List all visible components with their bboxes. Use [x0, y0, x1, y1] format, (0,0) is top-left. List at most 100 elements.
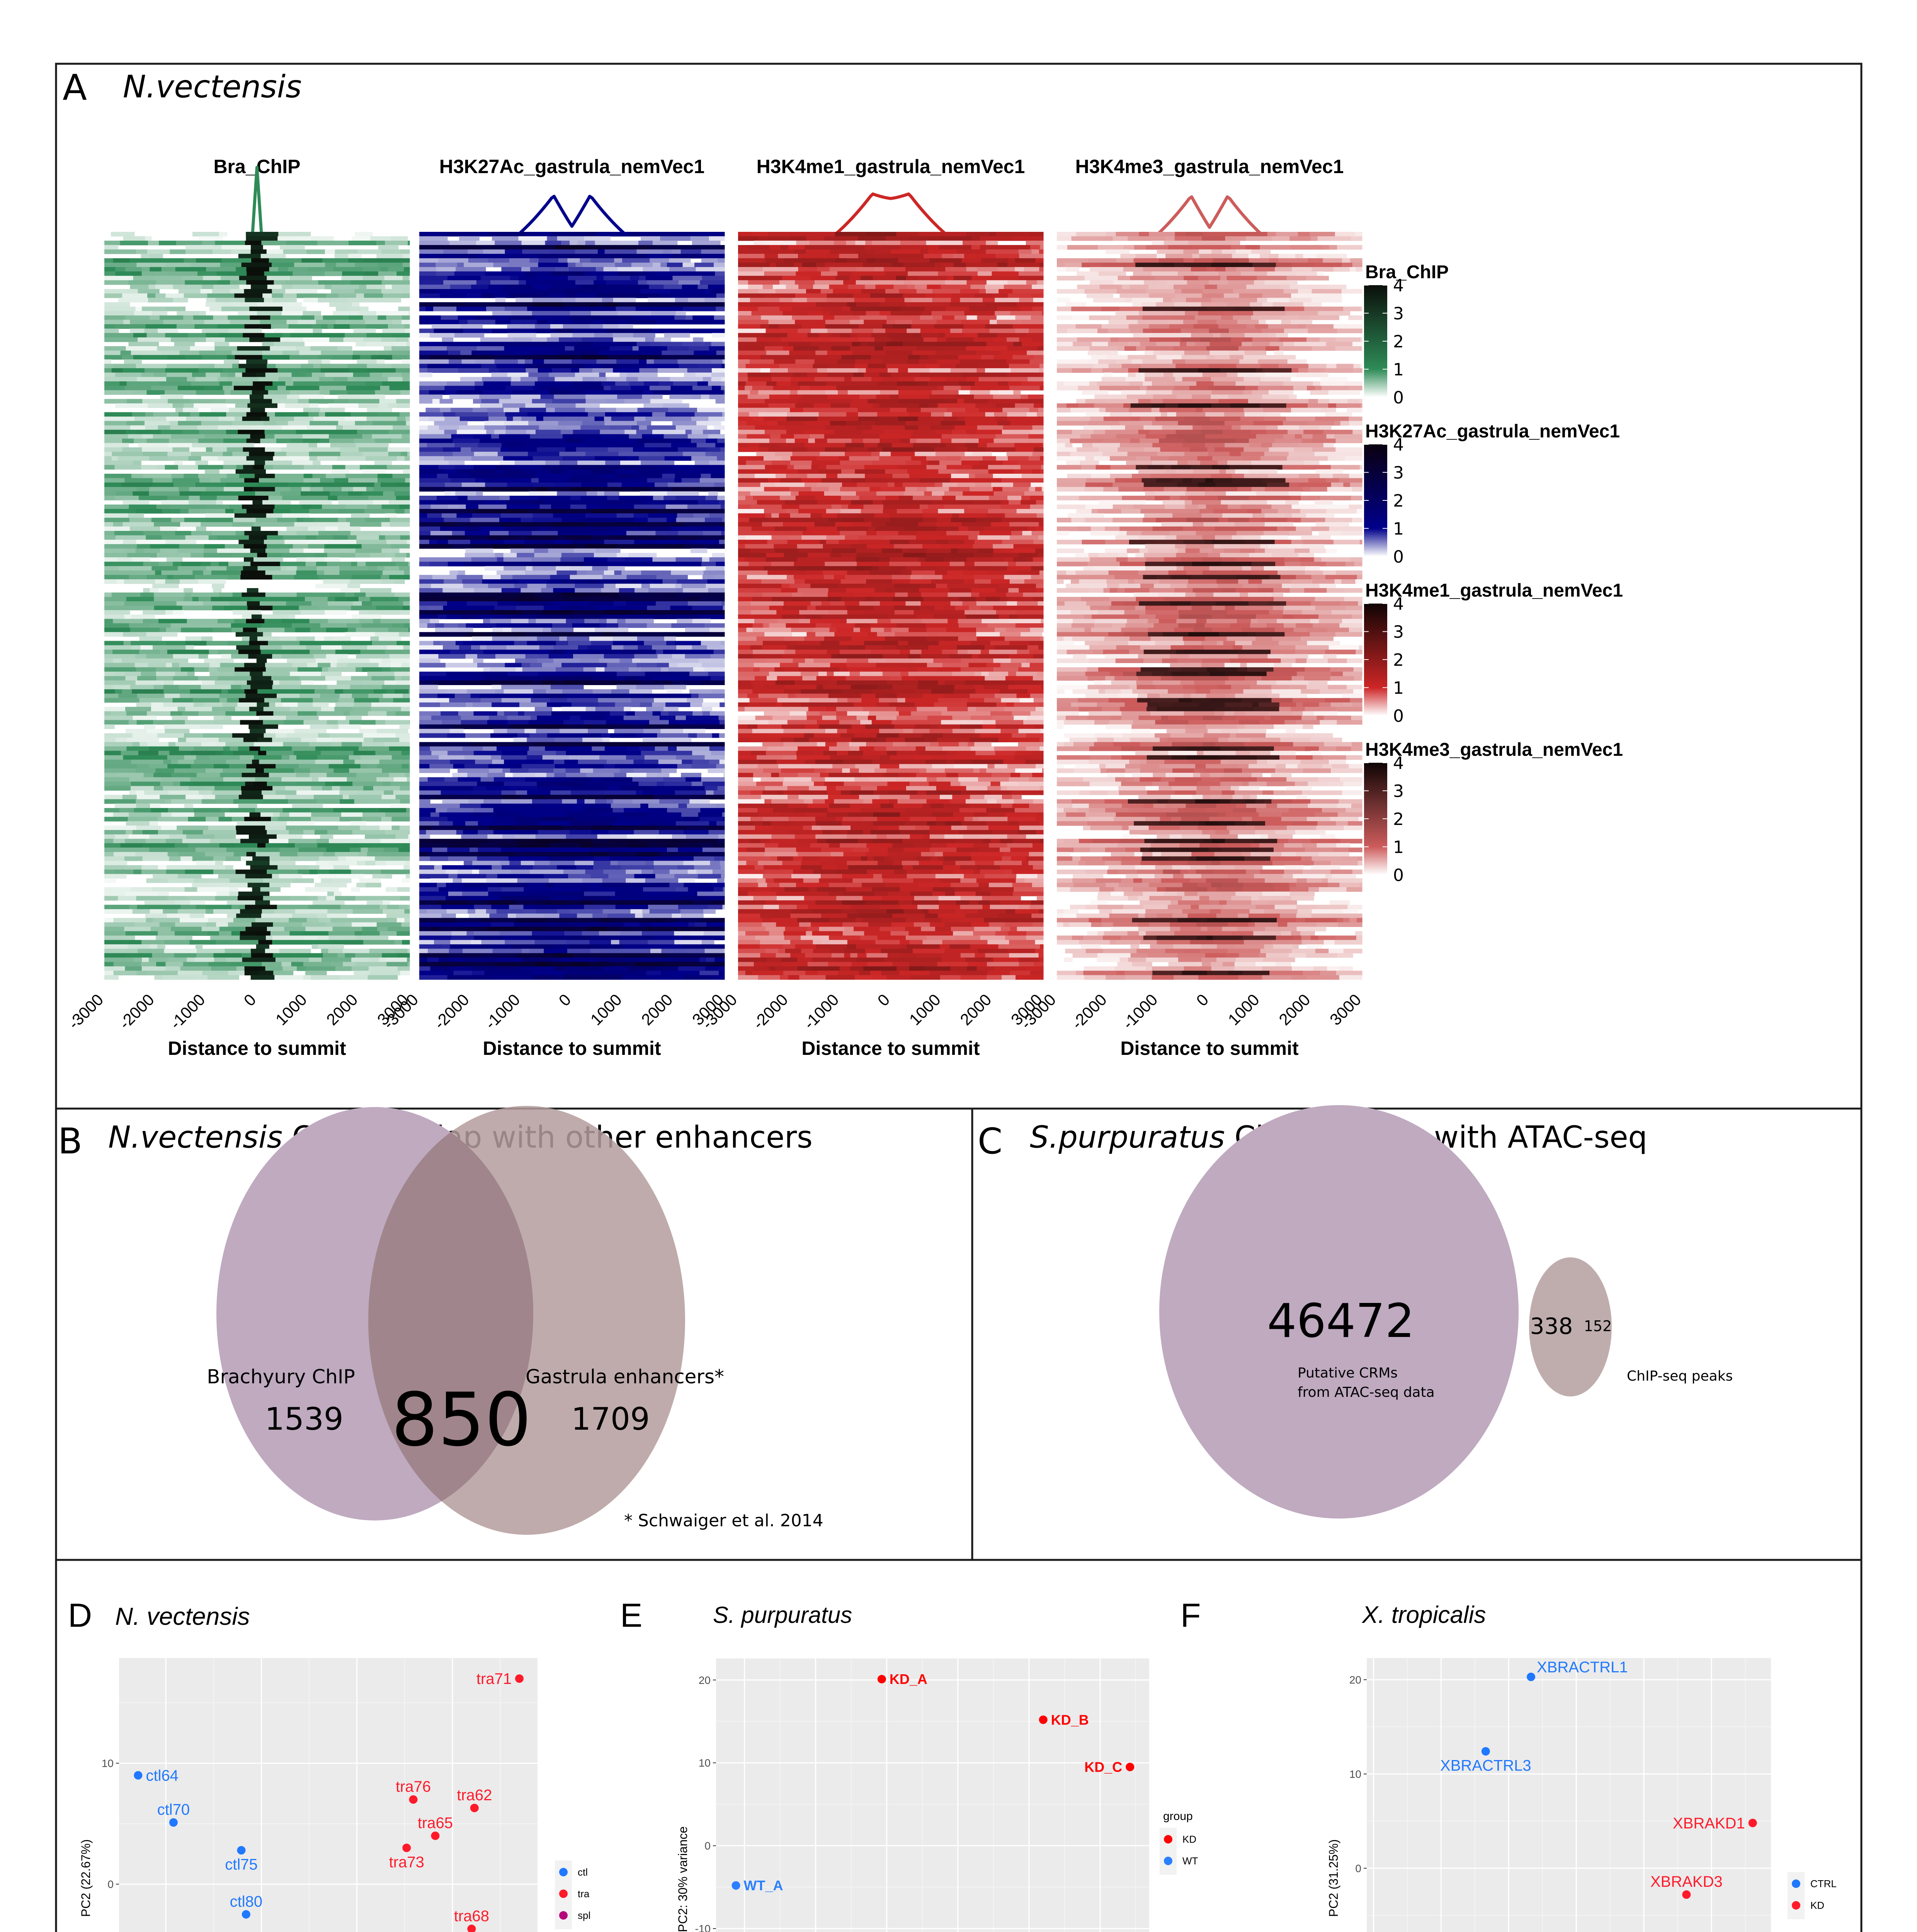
heatmap-cell — [114, 465, 141, 470]
heatmap-cell — [545, 746, 570, 751]
heatmap-cell — [104, 847, 130, 852]
heatmap-cell — [575, 922, 599, 927]
heatmap-cell — [419, 601, 447, 606]
heatmap-cell — [263, 707, 290, 712]
heatmap-cell — [407, 452, 410, 457]
heatmap-cell — [146, 729, 165, 734]
heatmap-cell — [169, 421, 178, 426]
heatmap-cell — [590, 953, 620, 958]
heatmap-cell — [327, 561, 352, 566]
heatmap-cell — [602, 632, 614, 637]
heatmap-cell — [113, 522, 123, 527]
heatmap-cell — [363, 258, 381, 263]
heatmap-cell — [516, 913, 544, 918]
heatmap-cell — [419, 896, 446, 901]
heatmap-cell — [198, 676, 218, 681]
heatmap-cell — [624, 707, 631, 712]
heatmap-cell — [574, 355, 583, 360]
heatmap-cell — [261, 913, 281, 918]
heatmap-cell — [683, 794, 703, 799]
heatmap-cell — [508, 447, 537, 452]
heatmap-cell — [320, 623, 338, 628]
heatmap-cell — [617, 861, 646, 866]
heatmap-cell — [437, 962, 467, 967]
heatmap-cell — [255, 777, 282, 782]
heatmap-cell — [266, 249, 284, 254]
heatmap-cell — [435, 900, 468, 905]
heatmap-cell — [276, 421, 288, 426]
heatmap-cell — [653, 495, 664, 500]
heatmap-cell — [255, 918, 289, 923]
heatmap-cell — [297, 966, 307, 971]
heatmap-cell — [646, 698, 654, 703]
heatmap-cell — [575, 372, 599, 378]
heatmap-cell — [228, 491, 236, 496]
heatmap-cell — [516, 918, 533, 923]
heatmap-cell — [389, 654, 410, 659]
heatmap-cell — [257, 302, 289, 307]
heatmap-cell — [515, 821, 540, 826]
heatmap-cell — [362, 601, 372, 606]
heatmap-cell — [218, 874, 246, 879]
heatmap-cell — [104, 346, 126, 351]
heatmap-cell — [675, 311, 686, 316]
heatmap-cell — [104, 337, 138, 342]
heatmap-cell — [541, 944, 554, 949]
heatmap-cell — [613, 794, 643, 799]
panel-a-letter: A — [63, 67, 87, 108]
heatmap-cell — [419, 253, 428, 259]
heatmap-cell — [104, 421, 127, 426]
heatmap-cell — [154, 597, 184, 602]
heatmap-cell — [408, 337, 410, 342]
heatmap-cell — [714, 482, 725, 487]
heatmap-cell — [330, 443, 356, 448]
heatmap-cell — [648, 940, 675, 945]
heatmap-cell — [650, 944, 682, 949]
heatmap-cell — [251, 245, 263, 250]
heatmap-cell — [503, 526, 526, 531]
heatmap-cell — [277, 386, 286, 391]
heatmap-cell — [206, 298, 216, 303]
heatmap-cell — [451, 434, 474, 439]
heatmap-cell — [719, 539, 725, 544]
heatmap-cell — [656, 601, 688, 606]
heatmap-cell — [116, 491, 133, 496]
heatmap-cell — [290, 856, 319, 861]
heatmap-cell — [627, 843, 648, 848]
heatmap-cell — [433, 641, 441, 646]
heatmap-cell — [661, 302, 687, 307]
heatmap-cell — [219, 381, 233, 386]
heatmap-cell — [703, 544, 725, 549]
heatmap-cell — [592, 509, 614, 514]
heatmap-cell — [704, 949, 725, 954]
heatmap-cell — [452, 439, 480, 443]
heatmap-cell — [490, 619, 512, 624]
heatmap-cell — [419, 742, 446, 747]
heatmap-cell — [541, 597, 565, 602]
heatmap-cell — [664, 333, 690, 338]
heatmap-cell — [138, 495, 168, 500]
heatmap-cell — [125, 707, 151, 712]
heatmap-cell — [561, 240, 570, 245]
heatmap-cell — [486, 927, 517, 932]
heatmap-cell — [243, 628, 257, 633]
heatmap-cell — [706, 328, 725, 333]
heatmap-cell — [195, 460, 208, 465]
heatmap-cell — [738, 232, 752, 236]
heatmap-cell — [447, 751, 474, 756]
heatmap-cell — [249, 641, 269, 646]
heatmap-cell — [637, 852, 660, 857]
heatmap-cell — [225, 711, 257, 716]
heatmap-cell — [202, 240, 215, 245]
heatmap-cell — [320, 694, 340, 699]
heatmap-cell — [525, 777, 548, 782]
heatmap-cell — [294, 262, 325, 267]
heatmap-cell — [385, 513, 397, 518]
heatmap-cell — [189, 786, 205, 791]
heatmap-cell — [663, 650, 687, 655]
heatmap-cell — [626, 755, 645, 760]
heatmap-cell — [558, 535, 566, 540]
heatmap-cell — [131, 887, 152, 892]
heatmap-cell — [519, 276, 539, 281]
heatmap-cell — [427, 623, 435, 628]
